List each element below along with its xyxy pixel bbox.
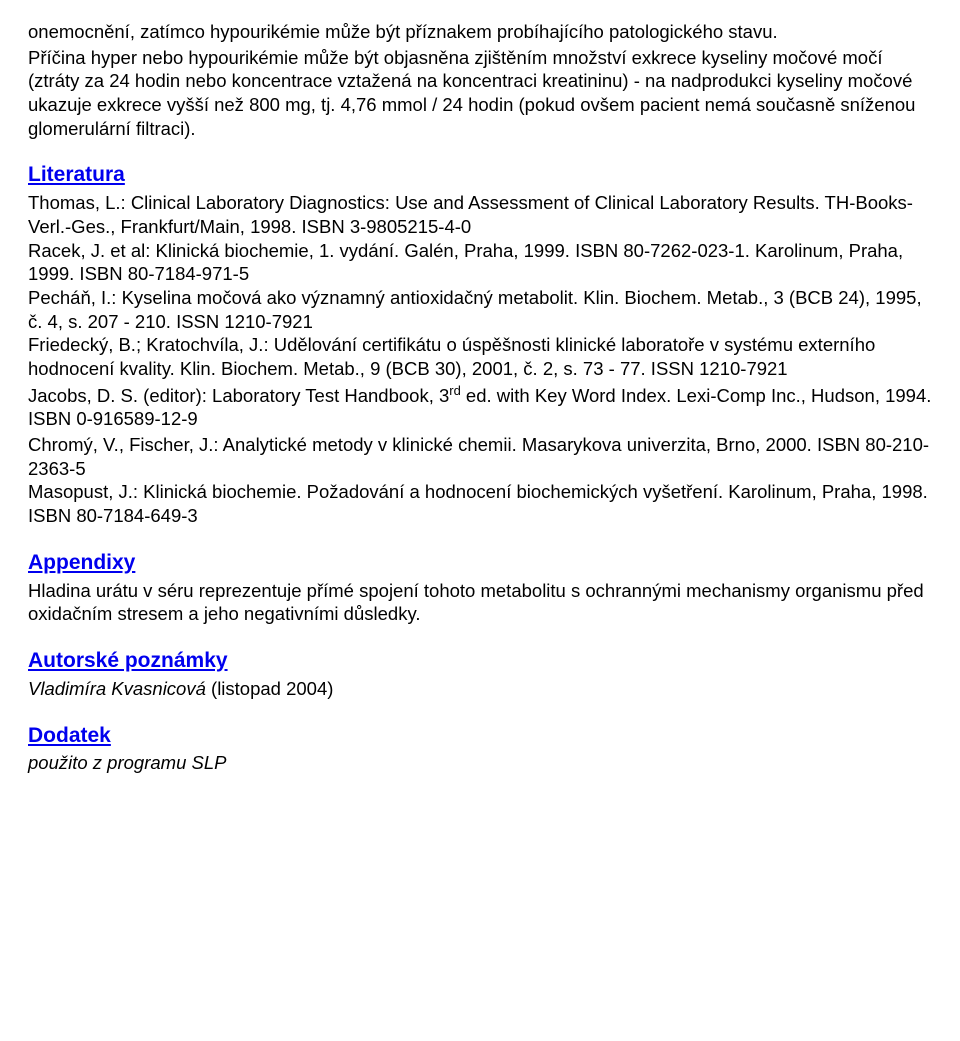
autorske-heading[interactable]: Autorské poznámky [28,648,932,675]
autorske-body: Vladimíra Kvasnicová (listopad 2004) [28,677,932,701]
dodatek-body: použito z programu SLP [28,751,932,775]
literatura-body-1: Thomas, L.: Clinical Laboratory Diagnost… [28,191,932,380]
dodatek-heading[interactable]: Dodatek [28,723,932,750]
intro-paragraph-2: Příčina hyper nebo hypourikémie může být… [28,46,932,141]
literatura-jacobs-sup: rd [449,383,461,398]
literatura-body-2: Chromý, V., Fischer, J.: Analytické meto… [28,433,932,528]
autorske-author-rest: (listopad 2004) [206,678,334,699]
intro-paragraph-1: onemocnění, zatímco hypourikémie může bý… [28,20,932,44]
literatura-jacobs-pre: Jacobs, D. S. (editor): Laboratory Test … [28,385,449,406]
literatura-heading[interactable]: Literatura [28,162,932,189]
appendixy-heading[interactable]: Appendixy [28,550,932,577]
autorske-author-name: Vladimíra Kvasnicová [28,678,206,699]
literatura-jacobs: Jacobs, D. S. (editor): Laboratory Test … [28,383,932,432]
appendixy-body: Hladina urátu v séru reprezentuje přímé … [28,579,932,626]
